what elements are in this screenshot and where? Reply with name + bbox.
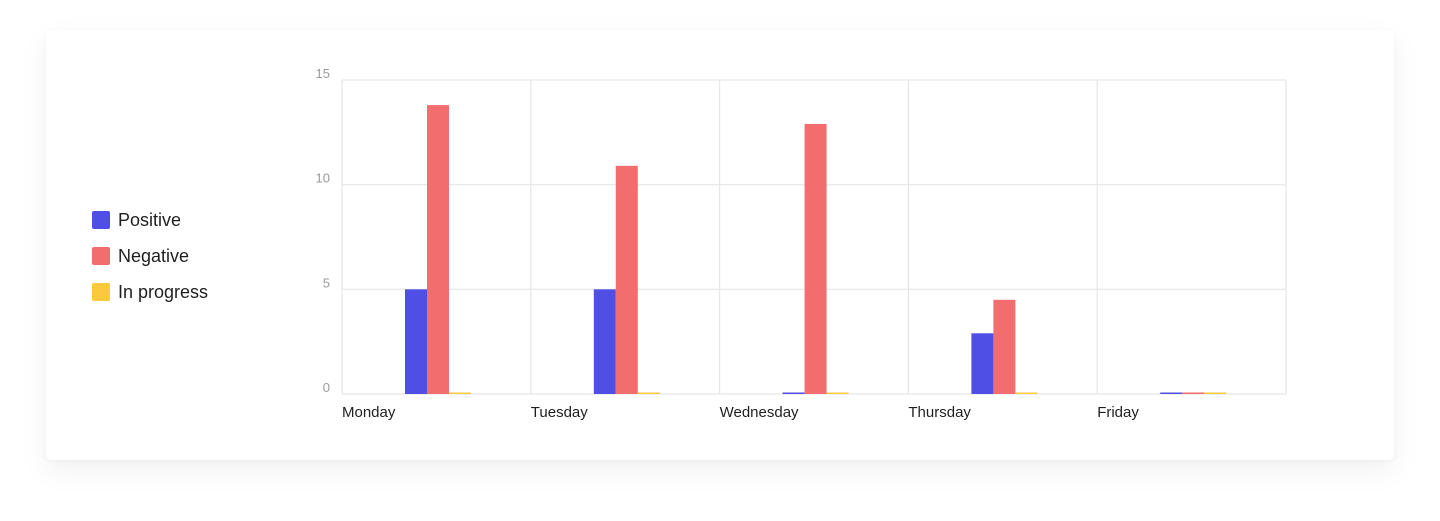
bar-in-progress-tuesday [637, 392, 660, 394]
bar-in-progress-friday [1204, 392, 1227, 394]
x-tick-label-friday: Friday [1097, 404, 1139, 421]
y-tick-label-0: 0 [323, 380, 330, 395]
bar-negative-wednesday [804, 123, 827, 395]
bar-negative-tuesday [615, 165, 638, 394]
bar-positive-tuesday [593, 289, 616, 394]
y-tick-label-3: 15 [316, 66, 330, 81]
legend-label-negative: Negative [118, 245, 190, 266]
bar-in-progress-thursday [1015, 392, 1038, 394]
y-tick-label-2: 10 [316, 171, 330, 186]
legend-label-positive: Positive [118, 209, 182, 230]
bar-positive-wednesday [782, 392, 805, 394]
bar-negative-monday [427, 105, 449, 395]
x-tick-label-tuesday: Tuesday [531, 404, 588, 421]
bar-positive-friday [1160, 392, 1183, 394]
legend-item-negative[interactable]: Negative [92, 244, 208, 268]
bar-in-progress-wednesday [826, 392, 849, 394]
legend-item-in-progress[interactable]: In progress [92, 280, 208, 304]
legend-swatch-positive [92, 211, 110, 229]
bar-negative-thursday [993, 299, 1016, 394]
y-tick-label-1: 5 [323, 275, 330, 290]
bar-in-progress-monday [449, 392, 471, 394]
x-tick-label-monday: Monday [342, 404, 396, 421]
legend-label-in-progress: In progress [118, 281, 209, 302]
legend-swatch-negative [92, 247, 110, 265]
chart-legend: Positive Negative In progress [92, 208, 208, 304]
bar-positive-monday [405, 289, 427, 394]
bar-negative-friday [1182, 392, 1205, 394]
x-tick-label-wednesday: Wednesday [720, 404, 799, 421]
bar-positive-thursday [971, 333, 994, 394]
x-tick-label-thursday: Thursday [908, 404, 971, 421]
legend-item-positive[interactable]: Positive [92, 208, 208, 232]
legend-swatch-in-progress [92, 283, 110, 301]
